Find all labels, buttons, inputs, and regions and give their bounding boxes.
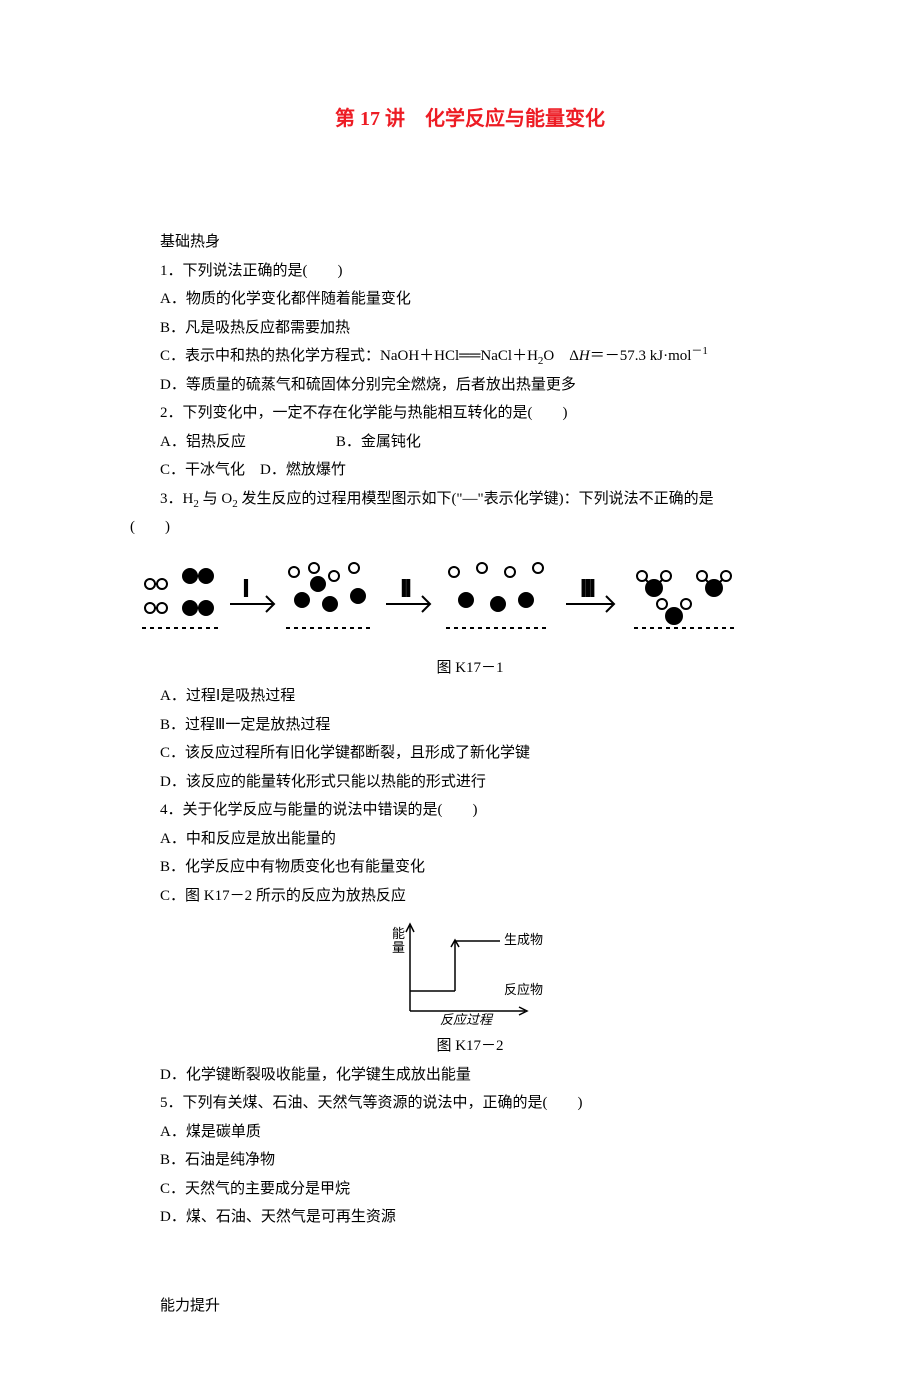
arrow-label-2: Ⅱ [401,576,412,601]
y-axis-label-2: 量 [392,940,405,955]
q1-opt-c: C．表示中和热的热化学方程式：NaOH＋HCl══NaCl＋H2O ΔH＝－57… [130,342,810,371]
q5-opt-b: B．石油是纯净物 [130,1146,810,1175]
q2-opt-b: B．金属钝化 [336,434,421,450]
x-axis-label: 反应过程 [440,1012,494,1026]
q4-stem: 4．关于化学反应与能量的说法中错误的是( ) [130,796,810,825]
q3-opt-d: D．该反应的能量转化形式只能以热能的形式进行 [130,768,810,797]
q4-opt-c: C．图 K17－2 所示的反应为放热反应 [130,882,810,911]
figure-k17-2-caption: 图 K17－2 [130,1032,810,1061]
q1-opt-b: B．凡是吸热反应都需要加热 [130,314,810,343]
q1c-sup: －1 [691,345,708,357]
reactant-label: 反应物 [504,982,543,997]
q4-opt-d: D．化学键断裂吸收能量，化学键生成放出能量 [130,1061,810,1090]
q3-opt-c: C．该反应过程所有旧化学键都断裂，且形成了新化学键 [130,739,810,768]
q4-opt-a: A．中和反应是放出能量的 [130,825,810,854]
y-axis-label-1: 能 [392,926,405,941]
q5-stem: 5．下列有关煤、石油、天然气等资源的说法中，正确的是( ) [130,1089,810,1118]
q3-post: 发生反应的过程用模型图示如下("—"表示化学键)：下列说法不正确的是 [238,491,714,507]
q3-opt-b: B．过程Ⅲ一定是放热过程 [130,711,810,740]
q2-stem: 2．下列变化中，一定不存在化学能与热能相互转化的是( ) [130,399,810,428]
q2-row-cd: C．干冰气化 D．燃放爆竹 [130,456,810,485]
q2-opt-d: D．燃放爆竹 [260,462,346,478]
figure-k17-1: Ⅰ Ⅱ Ⅲ [130,548,810,648]
q2-row-ab: A．铝热反应 B．金属钝化 [130,428,810,457]
arrow-label-1: Ⅰ [243,576,250,601]
q1-opt-d: D．等质量的硫蒸气和硫固体分别完全燃烧，后者放出热量更多 [130,371,810,400]
q3-opt-a: A．过程Ⅰ是吸热过程 [130,682,810,711]
q1-opt-a: A．物质的化学变化都伴随着能量变化 [130,285,810,314]
q4-opt-b: B．化学反应中有物质变化也有能量变化 [130,853,810,882]
q3-pre: 3．H [160,491,193,507]
q1c-h: H [579,348,590,364]
energy-diagram: 能 量 生成物 反应物 反应过程 [380,916,560,1026]
q2-opt-a: A．铝热反应 [160,434,246,450]
q1c-post: ＝－57.3 kJ·mol [590,348,692,364]
q3-mid1: 与 O [199,491,232,507]
reaction-model-diagram: Ⅰ Ⅱ Ⅲ [130,548,810,648]
arrow-label-3: Ⅲ [580,576,595,601]
q5-opt-a: A．煤是碳单质 [130,1118,810,1147]
figure-k17-2: 能 量 生成物 反应物 反应过程 [130,916,810,1026]
q1c-mid: O Δ [543,348,578,364]
section-basic: 基础热身 [130,228,810,257]
q1c-pre: C．表示中和热的热化学方程式：NaOH＋HCl══NaCl＋H [160,348,538,364]
page-title: 第 17 讲 化学反应与能量变化 [130,100,810,138]
q1-stem: 1．下列说法正确的是( ) [130,257,810,286]
q3-stem-tail: ( ) [130,513,810,542]
q2-opt-c: C．干冰气化 [160,462,245,478]
q3-stem: 3．H2 与 O2 发生反应的过程用模型图示如下("—"表示化学键)：下列说法不… [130,485,810,514]
section-ability: 能力提升 [130,1292,810,1321]
product-label: 生成物 [504,932,543,947]
q5-opt-d: D．煤、石油、天然气是可再生资源 [130,1203,810,1232]
q5-opt-c: C．天然气的主要成分是甲烷 [130,1175,810,1204]
figure-k17-1-caption: 图 K17－1 [130,654,810,683]
